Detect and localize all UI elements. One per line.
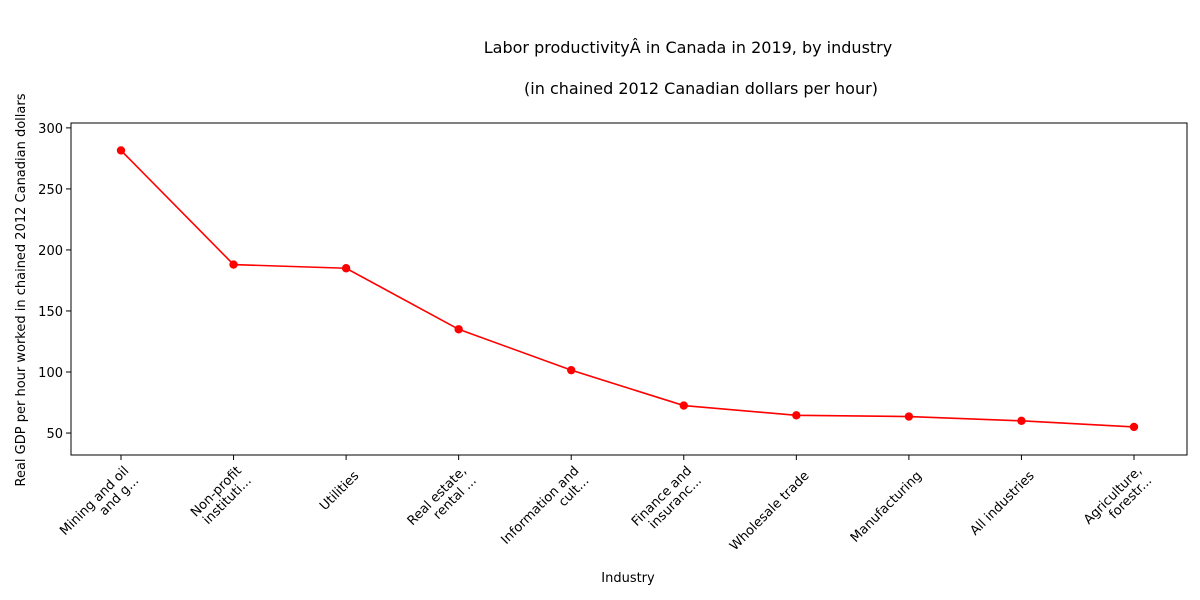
y-axis-ticks: 50 100 150 200 250 300: [38, 122, 71, 442]
data-point: [904, 412, 914, 421]
series-line: [120, 149, 1135, 428]
x-tick-label: Utilities: [317, 468, 362, 513]
data-point: [454, 325, 463, 334]
x-tick-label: Manufacturing: [848, 469, 925, 546]
chart-title-line-1: Labor productivityÂ in Canada in 2019, b…: [484, 38, 892, 57]
data-point: [1129, 422, 1139, 432]
data-point: [679, 401, 688, 410]
y-tick-label: 100: [38, 366, 63, 381]
y-tick-label: 300: [38, 122, 63, 137]
data-point: [567, 365, 576, 375]
x-tick-label: Real estate,rental ...: [405, 464, 480, 539]
x-tick-label: Finance andinsuranc...: [629, 464, 705, 540]
x-tick-label: Mining and oiland g...: [57, 464, 142, 549]
y-tick-label: 150: [38, 305, 63, 320]
data-point: [341, 264, 351, 273]
y-tick-label: 200: [38, 244, 63, 259]
x-tick-label: All industries: [967, 468, 1037, 538]
y-tick-label: 50: [46, 427, 63, 442]
x-tick-label: Non-profitinstituti...: [188, 464, 255, 531]
y-tick-label: 250: [38, 183, 63, 198]
data-series: [116, 146, 1139, 432]
data-point: [229, 260, 238, 269]
chart-title-line-2: (in chained 2012 Canadian dollars per ho…: [524, 79, 878, 98]
x-tick-label: Agriculture,forestr...: [1081, 464, 1155, 538]
data-point: [1017, 416, 1026, 426]
x-tick-label: Wholesale trade: [727, 469, 812, 554]
x-axis-ticks: Mining and oiland g... Non-profitinstitut…: [57, 455, 1155, 558]
plot-area: [70, 122, 1188, 456]
data-point: [792, 411, 801, 420]
data-point: [116, 146, 126, 155]
x-tick-label: Information andcult...: [498, 464, 592, 558]
x-axis-label: Industry: [601, 571, 655, 586]
y-axis-label: Real GDP per hour worked in chained 2012…: [14, 93, 29, 486]
